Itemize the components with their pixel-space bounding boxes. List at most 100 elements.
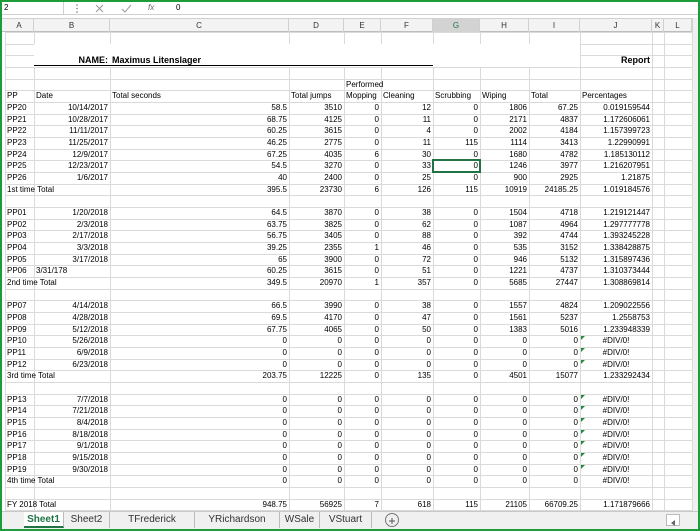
- cell[interactable]: 2355: [324, 243, 342, 253]
- cell[interactable]: 0: [426, 348, 431, 358]
- cell[interactable]: 7/21/2018: [72, 406, 108, 416]
- column-header[interactable]: C: [110, 19, 289, 32]
- cell[interactable]: 40: [278, 173, 287, 183]
- cell[interactable]: 38: [422, 301, 431, 311]
- cell[interactable]: 0: [426, 429, 431, 439]
- cell[interactable]: PP16: [7, 429, 27, 439]
- cell[interactable]: 0: [473, 336, 478, 346]
- cell[interactable]: 0: [522, 453, 527, 463]
- cell[interactable]: 20970: [319, 278, 342, 288]
- cell[interactable]: 0: [337, 336, 342, 346]
- cell[interactable]: 395.5: [266, 184, 287, 194]
- cell[interactable]: 0: [473, 266, 478, 276]
- cell[interactable]: 0: [374, 324, 379, 334]
- cell[interactable]: 56.75: [266, 231, 287, 241]
- cell[interactable]: 0: [473, 231, 478, 241]
- cell[interactable]: 0: [473, 278, 478, 288]
- cell[interactable]: 0: [426, 418, 431, 428]
- cell[interactable]: 3/31/178: [36, 266, 68, 276]
- cell[interactable]: 0: [573, 394, 578, 404]
- cell[interactable]: 0: [374, 336, 379, 346]
- cell[interactable]: 4964: [560, 219, 578, 229]
- cell[interactable]: Maximus Litenslager: [112, 55, 202, 66]
- cell[interactable]: 0: [426, 394, 431, 404]
- cell[interactable]: PP08: [7, 313, 27, 323]
- cell[interactable]: NAME:: [78, 55, 109, 66]
- cell[interactable]: 7/7/2018: [76, 394, 108, 404]
- cell[interactable]: 0: [374, 138, 379, 148]
- cell[interactable]: 3413: [560, 138, 578, 148]
- cell[interactable]: 2171: [509, 114, 527, 124]
- cell[interactable]: 0.019159544: [603, 103, 650, 113]
- cell[interactable]: 2/3/2018: [76, 219, 108, 229]
- cell[interactable]: 4th time Total: [7, 476, 55, 486]
- cell[interactable]: 6: [374, 184, 379, 194]
- cell[interactable]: 115: [465, 499, 478, 509]
- cell[interactable]: 0: [282, 464, 287, 474]
- cell[interactable]: 72: [422, 254, 431, 264]
- cell[interactable]: 25: [422, 173, 431, 183]
- cell[interactable]: 3rd time Total: [7, 371, 55, 381]
- cell[interactable]: 5132: [560, 254, 578, 264]
- cell[interactable]: 0: [473, 208, 478, 218]
- cell[interactable]: 1.219121447: [603, 208, 650, 218]
- cell[interactable]: 4737: [560, 266, 578, 276]
- cell[interactable]: 9/1/2018: [76, 441, 108, 451]
- cell[interactable]: 5685: [509, 278, 527, 288]
- cell[interactable]: 0: [374, 464, 379, 474]
- cell[interactable]: PP12: [7, 359, 27, 369]
- cell[interactable]: 0: [374, 173, 379, 183]
- cell[interactable]: 0: [337, 476, 342, 486]
- cell[interactable]: PP23: [7, 138, 27, 148]
- cell[interactable]: 58.5: [271, 103, 287, 113]
- cell[interactable]: 0: [282, 394, 287, 404]
- cell[interactable]: 66709.25: [544, 499, 578, 509]
- cell[interactable]: 88: [422, 231, 431, 241]
- cell[interactable]: 0: [473, 429, 478, 439]
- cell[interactable]: 0: [473, 114, 478, 124]
- cell[interactable]: 2925: [560, 173, 578, 183]
- cell[interactable]: 349.5: [266, 278, 287, 288]
- cell[interactable]: Date: [36, 91, 53, 101]
- cell[interactable]: #DIV/0!: [602, 464, 630, 474]
- cell[interactable]: PP06: [7, 266, 27, 276]
- cell[interactable]: 618: [417, 499, 431, 509]
- cell[interactable]: 1: [374, 278, 379, 288]
- cell[interactable]: 1.297777778: [603, 219, 650, 229]
- cell[interactable]: 1: [374, 243, 379, 253]
- cell[interactable]: PP21: [7, 114, 27, 124]
- cell[interactable]: 1806: [509, 103, 527, 113]
- cell[interactable]: 7: [374, 499, 379, 509]
- cell[interactable]: 0: [337, 441, 342, 451]
- cell[interactable]: Percentages: [582, 91, 627, 101]
- cell[interactable]: 0: [374, 429, 379, 439]
- cell[interactable]: 357: [417, 278, 431, 288]
- cell[interactable]: 135: [417, 371, 431, 381]
- cell[interactable]: 2400: [324, 173, 342, 183]
- cell[interactable]: #DIV/0!: [602, 476, 630, 486]
- cell[interactable]: 0: [426, 464, 431, 474]
- cell[interactable]: 10/14/2017: [67, 103, 108, 113]
- cell[interactable]: 0: [282, 453, 287, 463]
- enter-icon[interactable]: [121, 4, 132, 13]
- cell[interactable]: 15077: [555, 371, 578, 381]
- cell[interactable]: 3900: [324, 254, 342, 264]
- cell[interactable]: 0: [522, 418, 527, 428]
- column-header[interactable]: L: [664, 19, 692, 32]
- cell[interactable]: 1561: [509, 313, 527, 323]
- cell[interactable]: 6/9/2018: [76, 348, 108, 358]
- cell[interactable]: 0: [473, 371, 478, 381]
- cell[interactable]: 0: [337, 359, 342, 369]
- cell[interactable]: 0: [374, 231, 379, 241]
- cell[interactable]: 0: [374, 441, 379, 451]
- cell[interactable]: PP17: [7, 441, 27, 451]
- cell[interactable]: 0: [337, 429, 342, 439]
- cell[interactable]: 1383: [509, 324, 527, 334]
- cell[interactable]: 10/28/2017: [67, 114, 108, 124]
- cell[interactable]: 0: [573, 453, 578, 463]
- cell[interactable]: PP18: [7, 453, 27, 463]
- cell[interactable]: PP04: [7, 243, 27, 253]
- cell[interactable]: Total jumps: [291, 91, 332, 101]
- cell[interactable]: 24185.25: [544, 184, 578, 194]
- cell[interactable]: 12/9/2017: [72, 149, 108, 159]
